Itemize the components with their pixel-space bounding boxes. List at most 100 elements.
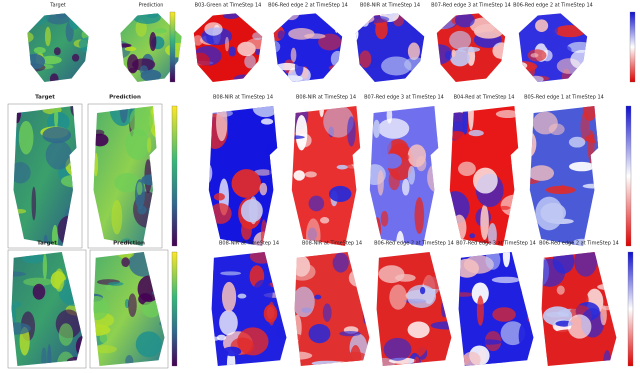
map-patch: [492, 42, 506, 60]
map-patch: [408, 75, 416, 82]
map-patch: [23, 277, 53, 287]
map-patch: [141, 174, 157, 186]
map-patch: [308, 323, 331, 344]
target-title: Target: [37, 241, 57, 247]
attribution-title: B08-NIR at TimeStep 14: [360, 3, 420, 9]
map-patch: [500, 194, 519, 217]
map-patch: [137, 275, 161, 303]
colorbar: [629, 11, 636, 83]
map-patch: [219, 310, 238, 336]
attribution-title: B08-NIR at TimeStep 14: [213, 95, 273, 101]
map-patch: [372, 119, 381, 138]
attribution-title: B08-NIR at TimeStep 14: [302, 241, 362, 247]
map-patch: [204, 22, 223, 36]
map-patch: [13, 208, 27, 214]
map-patch: [262, 196, 268, 222]
map-patch: [54, 268, 65, 292]
map-patch: [31, 186, 37, 221]
map-patch: [133, 13, 161, 24]
map-patch: [535, 196, 564, 231]
map-patch: [55, 13, 68, 19]
map-patch: [145, 13, 159, 19]
map-patch: [216, 106, 228, 142]
map-patch: [32, 283, 46, 300]
prediction-title: Prediction: [139, 3, 164, 9]
map-patch: [394, 273, 416, 282]
map-patch: [209, 203, 232, 224]
map-patch: [399, 13, 404, 17]
map-patch: [518, 13, 538, 16]
map-patch: [54, 106, 59, 129]
map-patch: [146, 137, 152, 153]
map-patch: [522, 269, 534, 289]
map-texture: [449, 106, 519, 246]
map-patch: [233, 74, 255, 82]
map-patch: [148, 201, 157, 224]
map-patch: [180, 50, 182, 66]
map-patch: [334, 14, 339, 33]
map-patch: [124, 46, 137, 52]
map-patch: [529, 130, 537, 158]
map-patch: [355, 13, 375, 24]
map-patch: [332, 252, 349, 273]
map-patch: [407, 165, 416, 185]
map-patch: [252, 106, 278, 118]
map-patch: [259, 182, 268, 196]
map-patch: [322, 303, 332, 322]
map-patch: [377, 169, 384, 196]
map-patch: [44, 26, 51, 47]
map-patch: [355, 14, 360, 28]
colorbar: [625, 105, 632, 247]
attribution-title: B07-Red edge 3 at TimeStep 14: [456, 241, 536, 247]
map-patch: [304, 252, 336, 263]
map-patch: [498, 17, 506, 31]
map-patch: [545, 185, 576, 195]
map-patch: [427, 162, 439, 193]
map-patch: [252, 32, 263, 41]
map-patch: [413, 356, 420, 366]
map-patch: [407, 144, 427, 168]
map-patch: [241, 220, 252, 240]
map-patch: [127, 54, 139, 74]
map-patch: [331, 361, 350, 366]
map-patch: [291, 135, 305, 140]
map-patch: [12, 301, 22, 308]
map-patch: [222, 13, 240, 19]
map-patch: [11, 304, 17, 326]
map-patch: [57, 215, 77, 246]
map-patch: [554, 25, 586, 38]
map-patch: [51, 224, 59, 246]
map-patch: [27, 53, 46, 70]
map-patch: [208, 161, 213, 185]
map-patch: [548, 123, 565, 136]
map-patch: [149, 31, 157, 52]
map-patch: [94, 345, 117, 354]
map-patch: [275, 325, 287, 340]
map-patch: [105, 285, 113, 291]
map-patch: [473, 23, 504, 39]
map-patch: [263, 304, 278, 323]
map-patch: [356, 13, 362, 30]
map-patch: [355, 25, 359, 44]
map-patch: [93, 295, 109, 321]
map-patch: [458, 161, 476, 176]
attribution-title: B04-Red at TimeStep 14: [454, 95, 515, 101]
map-patch: [527, 75, 544, 82]
map-patch: [294, 333, 303, 341]
map-patch: [426, 9, 431, 17]
map-patch: [193, 52, 211, 73]
map-patch: [222, 346, 242, 357]
map-patch: [237, 293, 247, 299]
map-patch: [93, 324, 111, 336]
map-patch: [78, 37, 89, 51]
map-patch: [136, 181, 143, 196]
map-patch: [568, 136, 586, 148]
map-patch: [226, 348, 236, 366]
map-patch: [120, 13, 138, 15]
map-patch: [135, 331, 162, 358]
map-patch: [69, 13, 80, 30]
target-title: Target: [35, 95, 55, 101]
map-patch: [212, 264, 228, 286]
colorbar: [627, 251, 634, 367]
